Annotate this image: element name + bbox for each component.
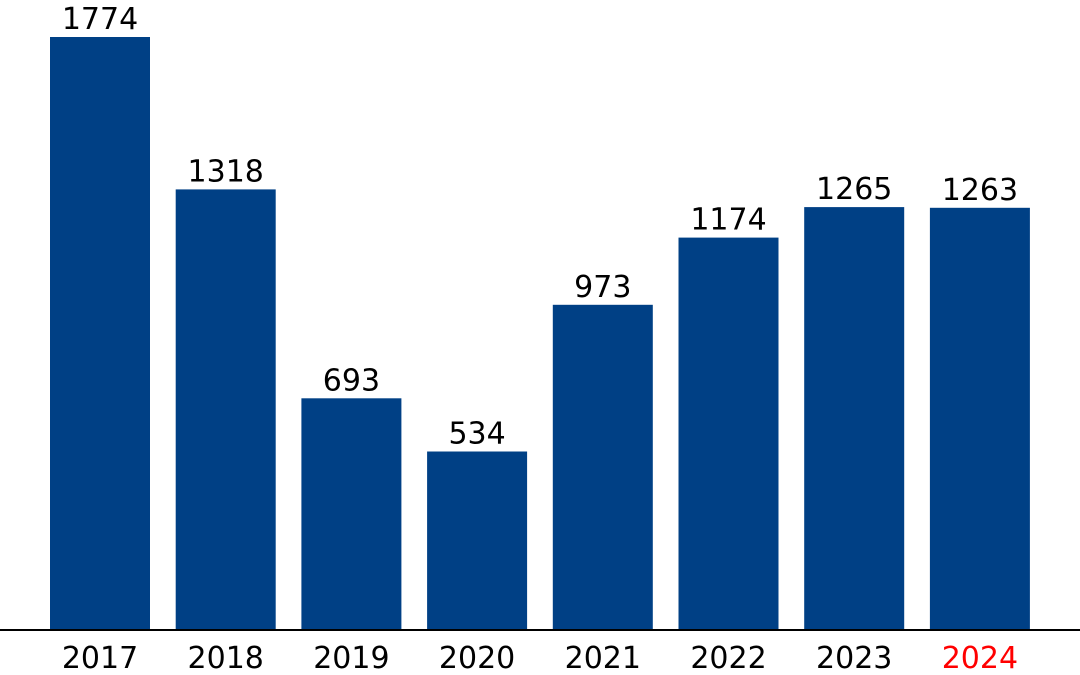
- value-label-2023: 1265: [816, 172, 892, 207]
- bars-group: [50, 37, 1030, 631]
- value-label-2017: 1774: [62, 2, 138, 37]
- value-label-2018: 1318: [188, 154, 264, 189]
- x-tick-label-2022: 2022: [690, 641, 766, 675]
- value-label-2020: 534: [448, 417, 505, 452]
- value-label-2019: 693: [323, 363, 380, 398]
- value-labels-group: 1774 1318 693 534 973 1174 1265 1263: [62, 2, 1018, 452]
- bar-2021: [552, 304, 653, 630]
- bar-2017: [50, 37, 150, 630]
- value-label-2022: 1174: [690, 203, 766, 238]
- x-tick-label-2020: 2020: [439, 641, 515, 675]
- x-tick-label-2024: 2024: [942, 641, 1018, 675]
- bar-2024: [929, 207, 1030, 631]
- bar-2018: [175, 189, 276, 630]
- bar-2020: [427, 451, 528, 630]
- bar-2019: [301, 398, 402, 630]
- value-label-2021: 973: [574, 270, 631, 305]
- x-tick-label-2021: 2021: [565, 641, 641, 675]
- x-tick-label-2023: 2023: [816, 641, 892, 675]
- x-tick-label-2018: 2018: [188, 641, 264, 675]
- value-label-2024: 1263: [942, 173, 1018, 208]
- x-tick-label-2019: 2019: [313, 641, 389, 675]
- x-tick-label-2017: 2017: [62, 641, 138, 675]
- bar-2022: [678, 237, 779, 630]
- bar-2023: [804, 207, 905, 630]
- x-tick-labels-group: 2017 2018 2019 2020 2021 2022 2023 2024: [62, 641, 1018, 675]
